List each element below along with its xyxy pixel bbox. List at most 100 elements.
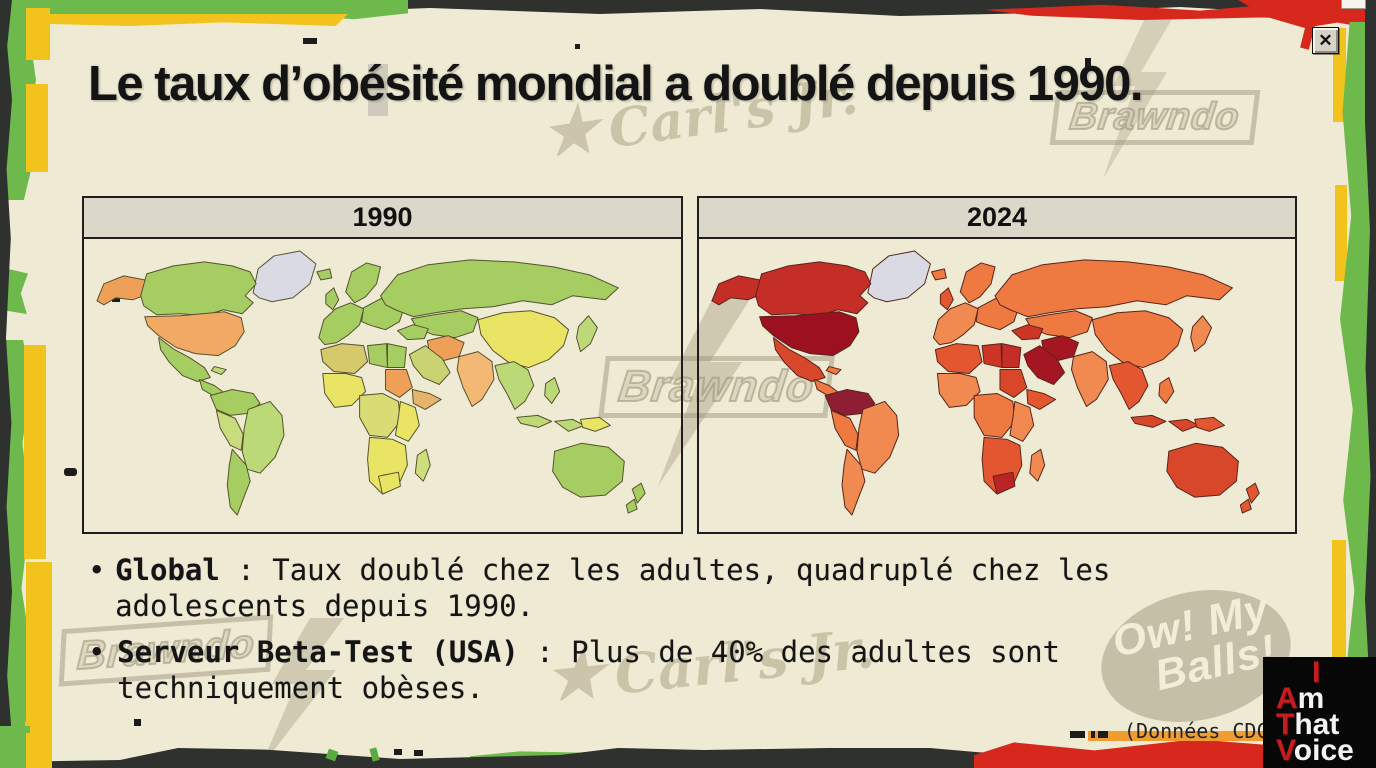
map-region-peru [830,409,859,451]
frame-left-yellow [26,8,50,60]
map-region-iceland [316,268,333,281]
glitch-speck [64,468,77,476]
bullet-dot: • [88,635,106,669]
map-region-canada [140,261,257,317]
glitch-speck [1085,58,1091,68]
map-region-sudan [999,369,1028,398]
map-region-brazil [856,400,900,474]
map-region-philippines [544,377,561,404]
bullet-item-usa: • Serveur Beta-Test (USA) : Plus de 40% … [88,635,1060,705]
map-region-nz2 [625,498,638,514]
map-region-east_africa [394,400,420,442]
map-region-argentina [841,448,866,516]
map-region-uk [325,287,340,311]
map-region-russia [380,259,619,318]
glitch-speck [303,38,317,44]
map-region-south_africa_tip [378,471,401,495]
map-region-morocco_algeria [934,343,983,375]
map-region-canada [755,261,872,317]
frame-top-yellow [36,14,348,26]
map-region-seasia [1108,361,1149,410]
map-region-nz2 [1239,498,1252,514]
map-region-alaska [96,275,150,306]
map-region-egypt [1001,343,1022,369]
map-region-japan [1190,315,1213,353]
bullet-text: Taux doublé chez les adultes, quadruplé … [115,553,1111,623]
map-region-west_africa [322,373,367,408]
map-region-png [1194,416,1225,432]
map-region-seasia [494,361,535,410]
window-corner-fragment [1341,0,1366,9]
map-region-arabia [1023,345,1066,385]
bullet-list: • Global : Taux doublé chez les adultes,… [88,552,1163,716]
map-region-india [456,351,495,407]
map-region-cuba [210,366,227,376]
map-region-mexico [773,337,826,383]
map-region-nz1 [631,482,646,504]
frame-right-dark [1365,0,1376,768]
world-map-2024 [699,239,1295,530]
map-panel-header-2024: 2024 [699,198,1295,239]
map-region-usa [759,311,860,357]
glitch-dashes [1070,725,1108,743]
map-region-west_europe [932,302,979,346]
map-region-central_africa [973,392,1016,438]
map-region-east_africa [1009,400,1035,442]
map-region-png [580,416,611,432]
map-region-nz1 [1245,482,1260,504]
map-region-philippines [1158,377,1175,404]
glitch-speck [134,719,141,726]
bullet-item-global: • Global : Taux doublé chez les adultes,… [88,553,1111,623]
map-region-madagascar [414,448,431,482]
map-region-peru [215,409,244,451]
map-region-horn [411,388,442,410]
close-button[interactable]: ✕ [1312,27,1339,54]
map-region-horn [1026,388,1057,410]
map-region-japan [576,315,598,353]
frame-left-yellow [26,84,48,172]
map-region-indonesia1 [516,414,553,428]
lightning-bolt-watermark [260,618,344,768]
map-region-scandinavia [345,262,382,304]
map-region-madagascar [1029,448,1046,482]
map-region-central_africa [359,392,401,438]
map-region-greenland [252,250,317,303]
slide-title: Le taux d’obésité mondial a doublé depui… [88,57,1144,111]
map-region-china [477,310,570,369]
map-region-china [1091,310,1184,369]
map-panel-header-1990: 1990 [84,198,681,239]
map-region-indonesia1 [1130,414,1167,428]
map-region-brazil [241,400,285,474]
bullet-bold-label: Serveur Beta-Test (USA) [117,635,519,669]
glitch-speck [112,296,120,302]
map-region-libya [367,343,388,369]
map-region-west_europe [318,302,365,346]
map-region-turkey [1011,324,1044,341]
map-region-uk [939,287,954,311]
frame-left-yellow [24,345,46,559]
bullet-dot: • [88,553,106,587]
world-map-1990 [84,239,681,530]
map-region-sudan [384,369,413,398]
bullet-bold-label: Global [115,553,220,587]
map-region-cuba [825,366,842,376]
glitch-speck [394,749,402,755]
map-region-australia [552,442,625,498]
lightning-bolt-watermark [1103,14,1175,179]
glitch-smudge [368,64,388,116]
map-region-west_africa [936,373,981,408]
map-region-indonesia2 [1168,418,1200,432]
i-am-that-voice-logo: I Am That Voice [1263,657,1376,768]
map-region-indonesia2 [554,418,585,432]
map-region-arabia [408,345,451,385]
map-region-morocco_algeria [320,343,369,375]
map-region-usa [144,311,245,357]
map-region-argentina [226,448,251,516]
glitch-speck [575,44,580,49]
map-region-turkey [396,324,429,341]
map-region-libya [981,343,1003,369]
map-region-india [1071,351,1109,407]
bullet-text: Plus de 40% des adultes sont techniqueme… [117,635,1060,705]
map-region-egypt [386,343,407,369]
map-region-alaska [711,275,765,306]
